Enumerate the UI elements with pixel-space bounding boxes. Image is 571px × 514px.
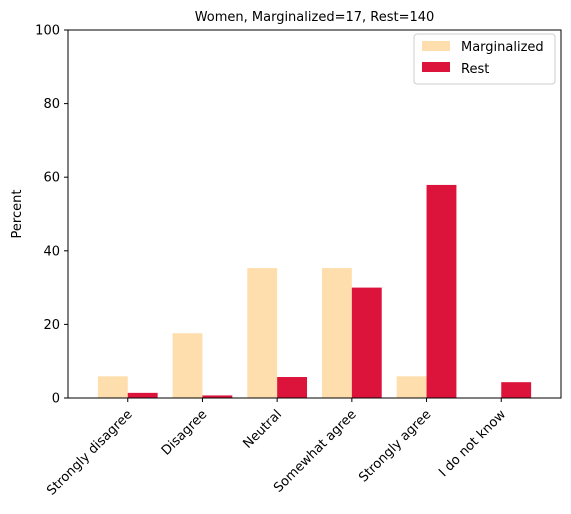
- bars-group: [97, 184, 532, 398]
- bar-marginalized-1: [172, 333, 203, 398]
- legend-swatch-rest: [422, 62, 450, 72]
- y-tick-label-3: 60: [43, 171, 60, 186]
- x-tick-label-5: I do not know: [436, 407, 509, 480]
- y-tick-label-0: 0: [52, 392, 60, 407]
- bar-rest-5: [501, 382, 532, 398]
- y-tick-label-2: 40: [43, 244, 60, 259]
- y-tick-label-5: 100: [35, 24, 60, 39]
- bar-rest-4: [426, 184, 457, 398]
- bar-marginalized-4: [396, 376, 427, 398]
- plot-frame: [67, 29, 562, 399]
- bar-marginalized-2: [247, 268, 278, 398]
- x-axis: Strongly disagree Disagree NeutralSomewhat…: [44, 398, 509, 499]
- x-tick-label-4: Strongly agree: [356, 407, 434, 485]
- legend-label-marginalized: Marginalized: [461, 40, 544, 55]
- legend-label-rest: Rest: [461, 62, 489, 77]
- x-tick-label-1: Disagree: [159, 407, 210, 458]
- y-tick-label-4: 80: [43, 97, 60, 112]
- bar-marginalized-3: [321, 268, 352, 398]
- x-tick-label-2: Neutral: [240, 407, 285, 452]
- x-tick-label-0: Strongly disagree: [44, 407, 135, 498]
- bar-rest-2: [277, 377, 308, 398]
- legend-swatch-marginalized: [422, 41, 450, 51]
- legend: Marginalized Rest: [413, 33, 556, 85]
- x-tick-label-3: Somewhat agree: [271, 407, 360, 496]
- bar-marginalized-0: [97, 376, 128, 398]
- y-axis: 0 20 40 60 80 100: [35, 24, 68, 407]
- y-axis-label: Percent: [10, 190, 25, 239]
- bar-rest-0: [127, 392, 158, 398]
- bar-rest-3: [351, 287, 382, 398]
- chart-title: Women, Marginalized=17, Rest=140: [195, 10, 435, 25]
- y-tick-label-1: 20: [43, 318, 60, 333]
- bar-rest-1: [202, 395, 233, 398]
